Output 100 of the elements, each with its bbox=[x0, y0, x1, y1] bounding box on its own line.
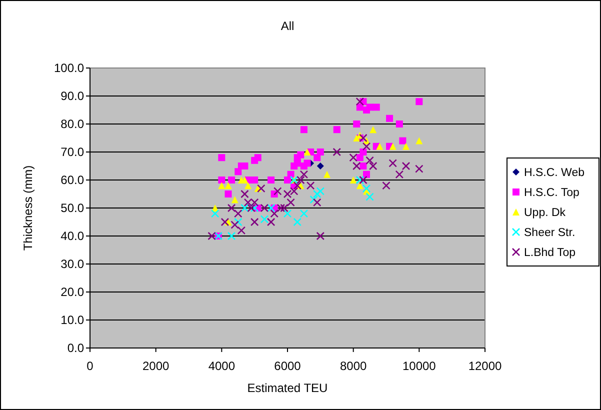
x-tick-label: 4000 bbox=[208, 359, 236, 373]
point bbox=[280, 204, 288, 212]
point bbox=[224, 190, 232, 198]
point bbox=[244, 182, 252, 190]
point bbox=[352, 162, 361, 170]
y-tick-label: 50.0 bbox=[60, 201, 84, 215]
point bbox=[316, 148, 324, 156]
x-tick-label: 12000 bbox=[468, 359, 502, 373]
point bbox=[257, 184, 266, 193]
y-tick-label: 10.0 bbox=[60, 313, 84, 327]
point bbox=[363, 170, 370, 178]
point bbox=[416, 137, 423, 144]
point bbox=[333, 126, 340, 134]
point bbox=[227, 204, 236, 212]
point bbox=[306, 181, 315, 190]
point bbox=[310, 195, 318, 204]
point bbox=[376, 142, 384, 150]
point bbox=[312, 198, 322, 207]
point bbox=[290, 187, 298, 196]
point bbox=[210, 209, 220, 218]
y-tick-label: 60.0 bbox=[60, 173, 84, 187]
point bbox=[312, 190, 322, 198]
y-tick-label: 0.0 bbox=[67, 341, 84, 355]
point bbox=[266, 218, 276, 226]
y-tick-label: 40.0 bbox=[60, 229, 84, 243]
x-tick-label: 10000 bbox=[402, 359, 436, 373]
point bbox=[250, 218, 259, 226]
point bbox=[362, 142, 371, 151]
point bbox=[316, 232, 325, 240]
legend-label: Upp. Dk bbox=[524, 207, 566, 219]
point bbox=[237, 226, 246, 235]
point bbox=[244, 198, 252, 207]
point bbox=[208, 232, 216, 240]
point bbox=[254, 154, 262, 162]
point bbox=[250, 198, 259, 207]
point bbox=[304, 160, 311, 167]
y-tick-label: 80.0 bbox=[60, 117, 84, 131]
point bbox=[218, 154, 226, 162]
point bbox=[402, 142, 410, 150]
point bbox=[300, 126, 308, 134]
point bbox=[316, 187, 325, 196]
point bbox=[399, 137, 406, 144]
point bbox=[240, 190, 249, 198]
point bbox=[293, 181, 302, 190]
point bbox=[224, 182, 232, 190]
point bbox=[250, 204, 259, 212]
point bbox=[293, 218, 302, 226]
point bbox=[356, 154, 364, 162]
point bbox=[372, 104, 380, 111]
y-tick-label: 90.0 bbox=[60, 89, 84, 103]
point bbox=[370, 126, 377, 134]
y-tick-label: 30.0 bbox=[60, 257, 84, 271]
point bbox=[402, 162, 410, 170]
x-axis-title: Estimated TEU bbox=[247, 381, 328, 395]
point bbox=[283, 190, 292, 198]
x-tick-label: 2000 bbox=[142, 359, 170, 373]
point bbox=[332, 148, 342, 156]
point bbox=[286, 198, 295, 207]
point bbox=[388, 159, 397, 168]
legend-label: Sheer Str. bbox=[524, 227, 576, 239]
legend-label: H.S.C. Web bbox=[524, 167, 584, 179]
point bbox=[359, 134, 368, 142]
point bbox=[287, 170, 294, 178]
point bbox=[283, 209, 292, 218]
legend-label: L.Bhd Top bbox=[524, 247, 576, 259]
point bbox=[368, 162, 378, 170]
point bbox=[349, 153, 358, 162]
point bbox=[382, 181, 390, 190]
y-tick-label: 70.0 bbox=[60, 145, 84, 159]
point bbox=[416, 98, 423, 106]
point bbox=[366, 192, 374, 201]
point bbox=[300, 170, 308, 179]
point bbox=[227, 232, 236, 240]
point bbox=[247, 204, 256, 212]
point bbox=[260, 204, 269, 212]
point bbox=[304, 148, 311, 156]
point bbox=[251, 176, 258, 184]
point bbox=[350, 176, 357, 184]
point bbox=[266, 204, 276, 212]
point bbox=[353, 120, 360, 128]
point bbox=[362, 184, 371, 193]
point bbox=[234, 209, 242, 218]
point bbox=[360, 162, 367, 170]
point bbox=[324, 170, 330, 178]
point bbox=[268, 176, 275, 184]
point bbox=[234, 218, 242, 226]
x-tick-label: 8000 bbox=[340, 359, 368, 373]
point bbox=[316, 162, 324, 170]
point bbox=[300, 209, 308, 218]
point bbox=[270, 209, 278, 218]
point bbox=[230, 220, 239, 229]
legend-label: H.S.C. Top bbox=[524, 187, 580, 199]
y-axis-title: Thickness (mm) bbox=[21, 165, 35, 251]
point bbox=[273, 187, 282, 196]
point bbox=[220, 218, 230, 226]
point bbox=[231, 196, 238, 204]
point bbox=[218, 182, 226, 190]
point bbox=[395, 170, 404, 179]
y-tick-label: 100.0 bbox=[54, 61, 84, 75]
point bbox=[366, 156, 374, 165]
